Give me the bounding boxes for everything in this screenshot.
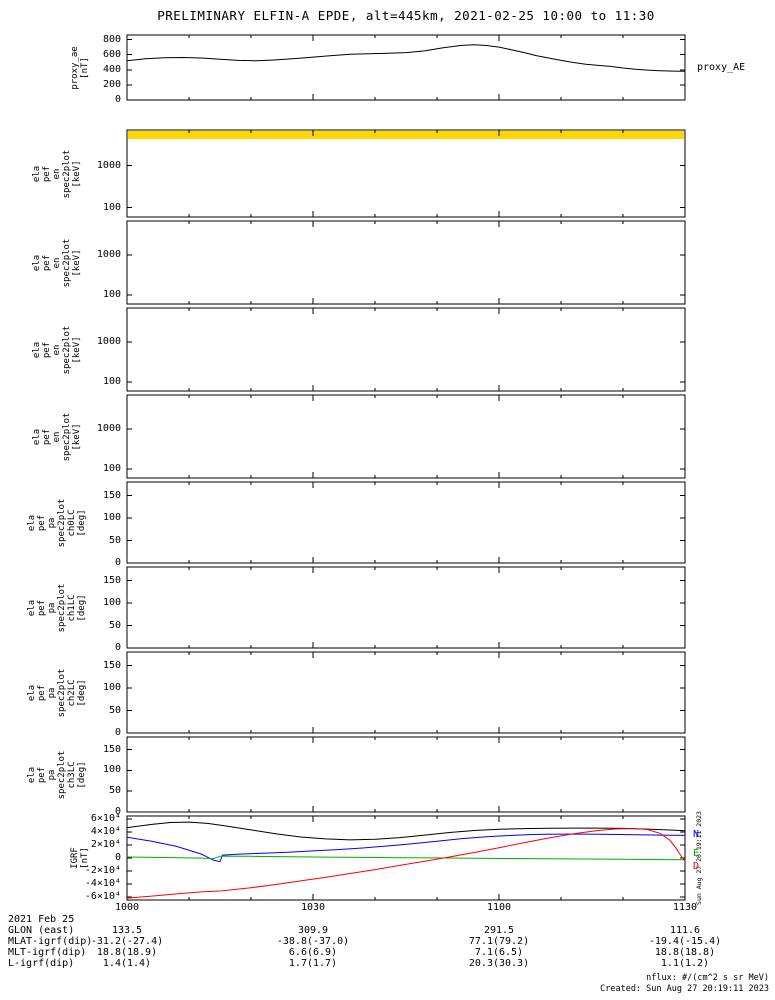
footer-row-value: 7.1(6.5) — [474, 947, 524, 958]
series-N — [126, 833, 686, 863]
ylabel-igrf: IGRF [nT] — [70, 847, 90, 869]
footer-row-value: -31.2(-27.4) — [90, 936, 164, 947]
series-right-label-E: E — [693, 847, 700, 859]
ytick-label-ela_pef_en_spec2plot_2: 100 — [102, 289, 121, 301]
ylabel-ela_pef_en_spec2plot_3: ela pef en spec2plot [keV] — [32, 325, 82, 374]
ytick-label-ela_pef_pa_spec2plot_ch3: 150 — [102, 743, 121, 755]
xtick-label-1130: 1130 — [672, 902, 698, 913]
ytick-label-ela_pef_en_spec2plot_3: 1000 — [96, 335, 121, 347]
panel-box-ela_pef_en_spec2plot_4 — [126, 394, 686, 479]
ytick-label-ela_pef_pa_spec2plot_ch1: 0 — [114, 642, 121, 653]
footer-row-value: 1.7(1.7) — [288, 958, 338, 969]
series-D — [126, 828, 686, 899]
ytick-label-ela_pef_pa_spec2plot_ch2: 0 — [114, 727, 121, 738]
ytick-label-ela_pef_en_spec2plot_4: 100 — [102, 463, 121, 475]
panel-box-ela_pef_pa_spec2plot_ch1 — [126, 566, 686, 649]
ytick-label-ela_pef_en_spec2plot_1: 1000 — [96, 159, 121, 171]
ytick-label-igrf: -4×10⁴ — [84, 877, 121, 889]
ytick-label-ela_pef_pa_spec2plot_ch3: 50 — [108, 785, 121, 797]
ylabel-ela_pef_en_spec2plot_2: ela pef en spec2plot [keV] — [32, 238, 82, 287]
ytick-label-ela_pef_pa_spec2plot_ch1: 150 — [102, 574, 121, 586]
spectrogram-flag-bar — [128, 131, 684, 139]
ytick-label-ela_pef_pa_spec2plot_ch0: 0 — [114, 557, 121, 568]
footer-row-value: 111.6 — [669, 925, 701, 936]
footer-row-label: GLON (east) — [8, 925, 75, 936]
ytick-label-proxy_ae: 800 — [102, 33, 121, 45]
right-label-proxy_ae: proxy_AE — [697, 61, 746, 73]
ytick-label-ela_pef_en_spec2plot_1: 100 — [102, 201, 121, 213]
ylabel-ela_pef_pa_spec2plot_ch3: ela pef pa spec2plot ch3LC [deg] — [27, 750, 87, 799]
ylabel-ela_pef_en_spec2plot_4: ela pef en spec2plot [keV] — [32, 412, 82, 461]
footer-row-value: -19.4(-15.4) — [648, 936, 722, 947]
xtick-label-1030: 1030 — [300, 902, 326, 913]
ylabel-ela_pef_pa_spec2plot_ch0: ela pef pa spec2plot ch0LC [deg] — [27, 498, 87, 547]
ytick-label-proxy_ae: 400 — [102, 63, 121, 75]
ytick-label-ela_pef_pa_spec2plot_ch0: 50 — [108, 534, 121, 546]
footer-row-label: MLT-igrf(dip) — [8, 947, 87, 958]
ytick-label-ela_pef_pa_spec2plot_ch0: 100 — [102, 512, 121, 523]
footer-row-value: 18.8(18.9) — [96, 947, 158, 958]
ytick-label-igrf: -2×10⁴ — [84, 864, 121, 876]
ytick-label-proxy_ae: 0 — [114, 94, 121, 105]
footer-row-value: 77.1(79.2) — [468, 936, 530, 947]
ylabel-ela_pef_en_spec2plot_1: ela pef en spec2plot [keV] — [32, 149, 82, 198]
footer-row-label: L-igrf(dip) — [8, 958, 75, 969]
footer-row-value: 133.5 — [111, 925, 143, 936]
ylabel-proxy_ae: proxy_ae [nT] — [70, 45, 90, 90]
created-note: Created: Sun Aug 27 20:19:11 2023 — [600, 984, 769, 994]
footer-row-value: 291.5 — [483, 925, 515, 936]
footer-row-value: 309.9 — [297, 925, 329, 936]
ytick-label-igrf: 4×10⁴ — [90, 826, 121, 838]
ytick-label-ela_pef_pa_spec2plot_ch2: 50 — [108, 704, 121, 716]
xtick-label-1100: 1100 — [486, 902, 512, 913]
panel-box-ela_pef_en_spec2plot_3 — [126, 307, 686, 392]
panel-box-ela_pef_pa_spec2plot_ch2 — [126, 651, 686, 734]
ylabel-ela_pef_pa_spec2plot_ch1: ela pef pa spec2plot ch1LC [deg] — [27, 583, 87, 632]
ytick-label-ela_pef_pa_spec2plot_ch3: 100 — [102, 764, 121, 776]
series-right-label-D: D — [693, 861, 700, 873]
panel-box-ela_pef_pa_spec2plot_ch0 — [126, 481, 686, 564]
ytick-label-ela_pef_pa_spec2plot_ch0: 150 — [102, 489, 121, 501]
ytick-label-ela_pef_pa_spec2plot_ch3: 0 — [114, 806, 121, 817]
units-note: nflux: #/(cm^2 s sr MeV) — [646, 973, 769, 983]
ylabel-ela_pef_pa_spec2plot_ch2: ela pef pa spec2plot ch2LC [deg] — [27, 668, 87, 717]
footer-row-value: 1.1(1.2) — [660, 958, 710, 969]
footer-row-label: MLAT-igrf(dip) — [8, 936, 93, 947]
series-proxy_AE — [126, 44, 686, 72]
ytick-label-ela_pef_pa_spec2plot_ch1: 100 — [102, 597, 121, 608]
footer-row-value: 1.4(1.4) — [102, 958, 152, 969]
panel-box-ela_pef_en_spec2plot_2 — [126, 220, 686, 305]
ytick-label-igrf: 6×10⁴ — [90, 813, 121, 825]
ytick-label-ela_pef_en_spec2plot_3: 100 — [102, 376, 121, 388]
series-IGRF_F — [126, 821, 686, 841]
ytick-label-igrf: 2×10⁴ — [90, 839, 121, 851]
date-label: 2021 Feb 25 — [8, 914, 75, 925]
series-right-label-N: N — [693, 829, 700, 841]
ytick-label-ela_pef_pa_spec2plot_ch2: 150 — [102, 659, 121, 671]
ytick-label-ela_pef_pa_spec2plot_ch2: 100 — [102, 682, 121, 693]
footer-row-value: 18.8(18.8) — [654, 947, 716, 958]
panel-box-proxy_ae — [126, 34, 686, 101]
ytick-label-igrf: -6×10⁴ — [84, 890, 121, 902]
panel-box-ela_pef_pa_spec2plot_ch3 — [126, 736, 686, 813]
footer-row-value: 20.3(30.3) — [468, 958, 530, 969]
xtick-label-1000: 1000 — [114, 902, 140, 913]
ytick-label-proxy_ae: 200 — [102, 78, 121, 90]
ytick-label-ela_pef_en_spec2plot_4: 1000 — [96, 422, 121, 434]
ytick-label-ela_pef_en_spec2plot_2: 1000 — [96, 248, 121, 260]
series-E — [126, 855, 686, 861]
footer-row-value: -38.8(-37.0) — [276, 936, 350, 947]
footer-row-value: 6.6(6.9) — [288, 947, 338, 958]
ytick-label-proxy_ae: 600 — [102, 48, 121, 60]
plot-title: PRELIMINARY ELFIN-A EPDE, alt=445km, 202… — [157, 8, 655, 23]
ytick-label-igrf: 0 — [114, 852, 121, 863]
ytick-label-ela_pef_pa_spec2plot_ch1: 50 — [108, 619, 121, 631]
panel-box-ela_pef_en_spec2plot_1 — [126, 129, 686, 218]
